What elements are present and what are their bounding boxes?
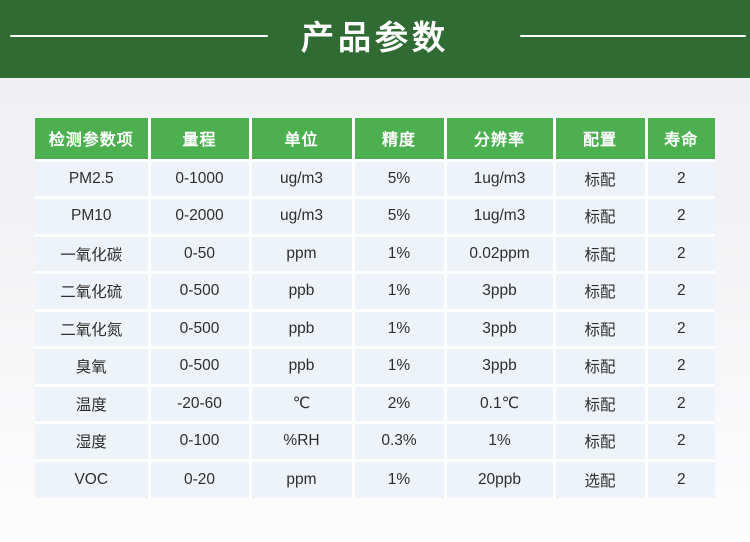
table-row: VOC 0-20 ppm 1% 20ppb 选配 2 xyxy=(35,458,715,498)
table-cell: 2 xyxy=(644,158,715,199)
product-params-table: 检测参数项 量程 单位 精度 分辨率 配置 寿命 PM2.5 0-1000 ug/m3 5% 1ug… xyxy=(35,118,715,498)
table-cell: 0-20 xyxy=(147,458,252,498)
left-divider-line xyxy=(10,35,268,37)
table-cell: 3ppb xyxy=(443,308,556,349)
table-cell: 二氧化氮 xyxy=(35,308,151,349)
table-cell: 2 xyxy=(644,421,715,462)
table-cell: 0-100 xyxy=(147,421,252,462)
table-row: 温度 -20-60 ℃ 2% 0.1℃ 标配 2 xyxy=(35,383,715,424)
table-cell: -20-60 xyxy=(147,383,252,424)
table-cell: 1ug/m3 xyxy=(443,196,556,237)
section-title: 产品参数 xyxy=(301,19,449,56)
table-header: 检测参数项 量程 单位 精度 分辨率 配置 寿命 xyxy=(35,118,715,162)
table-cell: 2 xyxy=(644,383,715,424)
table-cell: 0.02ppm xyxy=(443,233,556,274)
table-cell: 0-2000 xyxy=(147,196,252,237)
table-cell: VOC xyxy=(35,458,151,498)
table-cell: 0.1℃ xyxy=(443,383,556,424)
table-body: PM2.5 0-1000 ug/m3 5% 1ug/m3 标配 2 PM10 0-2000 ug/… xyxy=(35,158,715,498)
header-cell: 寿命 xyxy=(644,118,715,162)
table-cell: 二氧化硫 xyxy=(35,271,151,312)
table-cell: ppb xyxy=(248,346,355,387)
header-cell: 单位 xyxy=(248,118,355,162)
table-cell: 温度 xyxy=(35,383,151,424)
table-cell: 2 xyxy=(644,346,715,387)
table-cell: 标配 xyxy=(552,158,648,199)
table-row: PM10 0-2000 ug/m3 5% 1ug/m3 标配 2 xyxy=(35,196,715,237)
table-cell: 0-50 xyxy=(147,233,252,274)
table-cell: 20ppb xyxy=(443,458,556,498)
table-cell: PM2.5 xyxy=(35,158,151,199)
table-cell: 5% xyxy=(351,158,447,199)
table-cell: ug/m3 xyxy=(248,196,355,237)
table-cell: 2 xyxy=(644,233,715,274)
table-cell: 臭氧 xyxy=(35,346,151,387)
table-cell: 0-500 xyxy=(147,346,252,387)
table-container: 检测参数项 量程 单位 精度 分辨率 配置 寿命 PM2.5 0-1000 ug/m3 5% 1ug… xyxy=(0,78,750,498)
table-row: PM2.5 0-1000 ug/m3 5% 1ug/m3 标配 2 xyxy=(35,158,715,199)
table-cell: 一氧化碳 xyxy=(35,233,151,274)
table-cell: 标配 xyxy=(552,196,648,237)
table-cell: ppm xyxy=(248,233,355,274)
table-cell: 0.3% xyxy=(351,421,447,462)
table-cell: 2 xyxy=(644,458,715,498)
table-row: 二氧化硫 0-500 ppb 1% 3ppb 标配 2 xyxy=(35,271,715,312)
table-cell: 标配 xyxy=(552,346,648,387)
right-divider-line xyxy=(520,35,746,37)
table-cell: ug/m3 xyxy=(248,158,355,199)
table-row: 湿度 0-100 %RH 0.3% 1% 标配 2 xyxy=(35,421,715,462)
table-cell: 1% xyxy=(351,271,447,312)
table-cell: 0-1000 xyxy=(147,158,252,199)
table-cell: 标配 xyxy=(552,271,648,312)
table-cell: 标配 xyxy=(552,383,648,424)
table-cell: 1% xyxy=(351,308,447,349)
table-cell: 5% xyxy=(351,196,447,237)
table-cell: ℃ xyxy=(248,383,355,424)
table-cell: ppm xyxy=(248,458,355,498)
table-cell: 3ppb xyxy=(443,271,556,312)
table-row: 二氧化氮 0-500 ppb 1% 3ppb 标配 2 xyxy=(35,308,715,349)
table-cell: ppb xyxy=(248,308,355,349)
section-header-banner: 产品参数 xyxy=(0,0,750,78)
table-cell: 1% xyxy=(351,458,447,498)
table-cell: 2 xyxy=(644,271,715,312)
table-row: 一氧化碳 0-50 ppm 1% 0.02ppm 标配 2 xyxy=(35,233,715,274)
table-cell: 2 xyxy=(644,308,715,349)
table-cell: 标配 xyxy=(552,421,648,462)
header-row: 检测参数项 量程 单位 精度 分辨率 配置 寿命 xyxy=(35,118,715,162)
header-cell: 量程 xyxy=(147,118,252,162)
table-cell: ppb xyxy=(248,271,355,312)
table-cell: 选配 xyxy=(552,458,648,498)
table-cell: 2% xyxy=(351,383,447,424)
table-cell: 1ug/m3 xyxy=(443,158,556,199)
table-cell: 湿度 xyxy=(35,421,151,462)
table-cell: PM10 xyxy=(35,196,151,237)
table-row: 臭氧 0-500 ppb 1% 3ppb 标配 2 xyxy=(35,346,715,387)
header-cell: 分辨率 xyxy=(443,118,556,162)
table-cell: 0-500 xyxy=(147,308,252,349)
header-cell: 检测参数项 xyxy=(35,118,151,162)
table-cell: 2 xyxy=(644,196,715,237)
table-cell: 标配 xyxy=(552,233,648,274)
table-cell: 0-500 xyxy=(147,271,252,312)
table-cell: 1% xyxy=(351,233,447,274)
header-cell: 精度 xyxy=(351,118,447,162)
table-cell: 标配 xyxy=(552,308,648,349)
table-cell: 1% xyxy=(443,421,556,462)
table-cell: 1% xyxy=(351,346,447,387)
table-cell: %RH xyxy=(248,421,355,462)
header-cell: 配置 xyxy=(552,118,648,162)
table-cell: 3ppb xyxy=(443,346,556,387)
